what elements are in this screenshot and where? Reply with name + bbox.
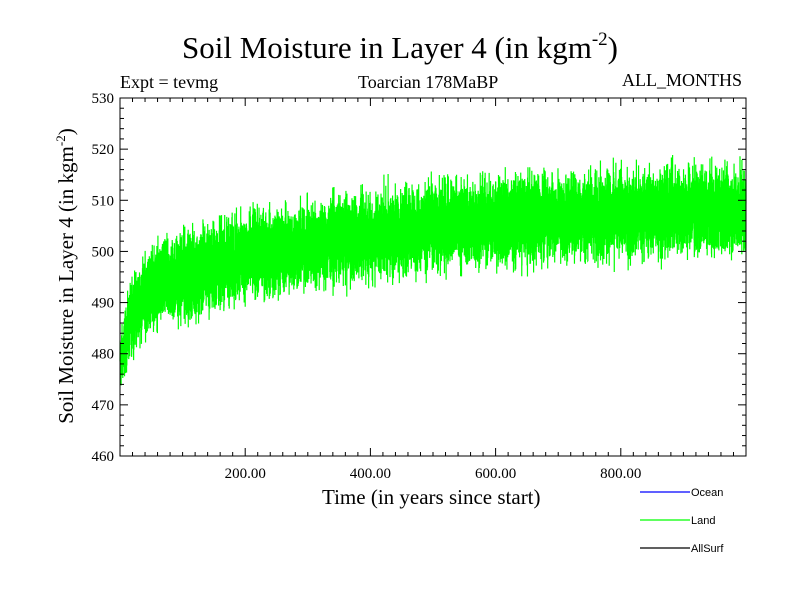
chart-title: Soil Moisture in Layer 4 (in kgm-2) bbox=[182, 28, 618, 65]
series-line-land bbox=[119, 154, 747, 386]
y-tick-label: 530 bbox=[92, 91, 115, 107]
x-axis-label: Time (in years since start) bbox=[322, 485, 541, 509]
period-label: ALL_MONTHS bbox=[622, 70, 742, 90]
series-layer bbox=[119, 154, 747, 386]
y-tick-label: 480 bbox=[92, 347, 115, 363]
legend-label-allsurf: AllSurf bbox=[691, 543, 724, 555]
legend: Ocean Land AllSurf bbox=[640, 487, 724, 555]
y-tick-label: 490 bbox=[92, 296, 115, 312]
y-tick-label: 510 bbox=[92, 193, 115, 209]
legend-label-ocean: Ocean bbox=[691, 487, 723, 499]
x-tick-label: 600.00 bbox=[475, 466, 516, 482]
experiment-label: Expt = tevmg bbox=[120, 72, 219, 92]
y-tick-label: 520 bbox=[92, 142, 115, 158]
y-tick-label: 460 bbox=[92, 449, 115, 465]
chart-subtitle: Toarcian 178MaBP bbox=[358, 72, 499, 92]
axes-layer: 200.00 400.00 600.00 800.00 460 470 480 490 500 5… bbox=[92, 91, 747, 482]
y-tick-label: 470 bbox=[92, 398, 115, 414]
x-tick-label: 200.00 bbox=[225, 466, 266, 482]
x-tick-label: 400.00 bbox=[350, 466, 391, 482]
y-tick-label: 500 bbox=[92, 244, 115, 260]
legend-label-land: Land bbox=[691, 515, 715, 527]
x-tick-label: 800.00 bbox=[600, 466, 641, 482]
